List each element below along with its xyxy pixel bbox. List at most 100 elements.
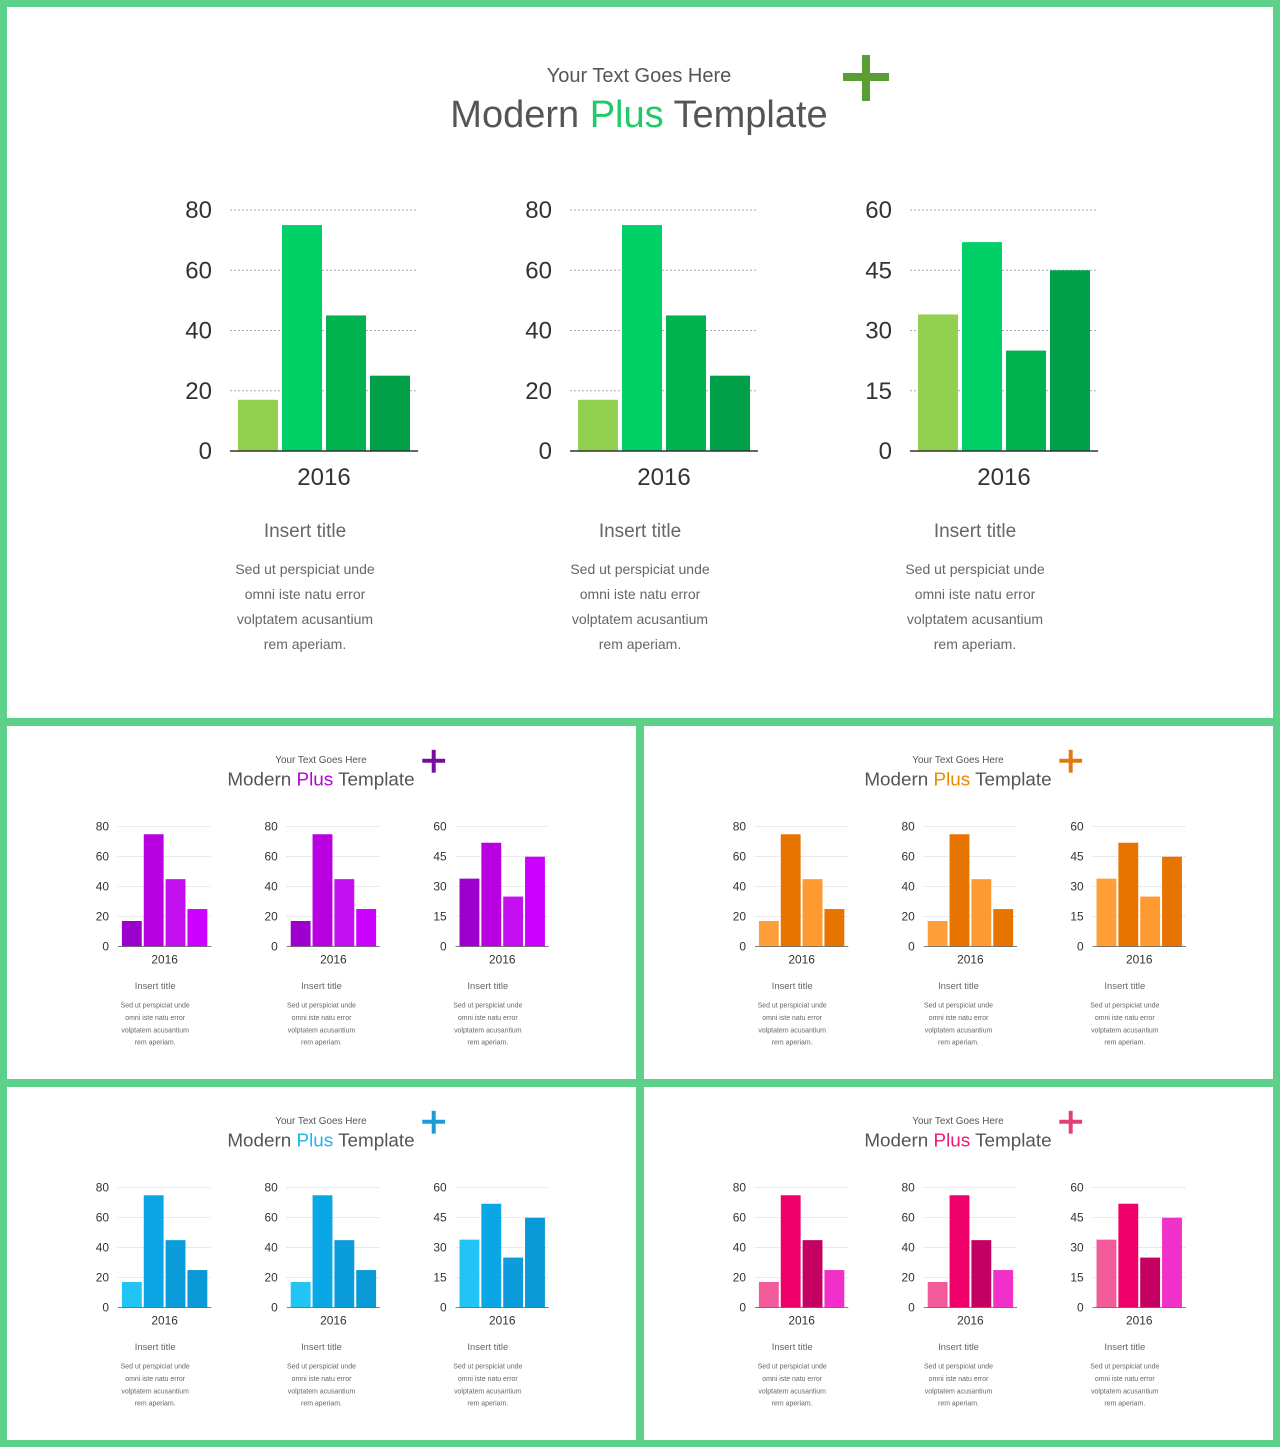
bar-series-4 [356,909,377,947]
y-tick-label: 40 [265,1241,279,1255]
panel-body-line: Sed ut perspiciat unde [905,561,1045,577]
slide-title: Modern Plus Template [227,1130,414,1151]
panel-body-line: omni iste natu error [245,586,366,602]
y-tick-label: 20 [265,1270,279,1284]
panel-body-line: Sed ut perspiciat unde [453,1003,522,1010]
x-category-label: 2016 [489,952,516,966]
panel-body-line: rem aperiam. [938,1401,979,1408]
x-category-label: 2016 [1126,952,1153,966]
panel-body-line: volptatem acusantium [121,1388,189,1395]
y-tick-label: 15 [1070,909,1084,923]
panel-body-line: Sed ut perspiciat unde [924,1364,993,1371]
panel-body-line: rem aperiam. [1104,1401,1145,1408]
y-tick-label: 0 [102,939,109,953]
panel-body-line: volptatem acusantium [454,1388,522,1395]
y-tick-label: 60 [96,850,110,864]
y-tick-label: 40 [96,880,110,894]
x-category-label: 2016 [957,1313,984,1327]
chart-3: 0 15 30 45 60 2016 [1070,1181,1186,1327]
y-tick-label: 0 [539,438,552,465]
panel-body-line: omni iste natu error [125,1015,185,1022]
y-tick-label: 80 [96,820,110,834]
bar-series-3 [1140,896,1161,947]
panel-heading: Insert title [934,521,1016,542]
y-tick-label: 0 [271,1300,278,1314]
y-tick-label: 60 [865,197,892,224]
title-accent: Plus [297,769,334,790]
panel-body-line: Sed ut perspiciat unde [453,1364,522,1371]
panel-body-line: Sed ut perspiciat unde [121,1364,190,1371]
bar-series-1 [1096,1239,1117,1308]
bar-series-4 [525,856,545,947]
y-tick-label: 60 [265,1211,279,1225]
y-tick-label: 20 [902,1270,916,1284]
x-category-label: 2016 [320,952,347,966]
bar-series-2 [481,1203,502,1308]
bar-series-1 [578,399,618,451]
panel-body-line: Sed ut perspiciat unde [758,1003,827,1010]
bar-series-2 [949,834,970,947]
bar-series-4 [187,909,208,947]
chart-1: 0 20 40 60 80 2016 [96,820,212,966]
bar-series-4 [710,375,750,451]
panel-body-line: rem aperiam. [599,636,681,652]
y-tick-label: 40 [902,880,916,894]
title-part-2: Template [970,769,1051,790]
x-category-label: 2016 [151,952,178,966]
title-accent: Plus [934,1130,971,1151]
panel-body-line: omni iste natu error [292,1015,352,1022]
y-tick-label: 60 [433,1181,447,1195]
chart-3: 0 15 30 45 60 2016 [865,197,1098,491]
y-tick-label: 60 [265,850,279,864]
bar-series-4 [993,909,1014,947]
y-tick-label: 0 [879,438,892,465]
panel-body-line: volptatem acusantium [454,1027,522,1034]
bar-series-1 [927,1282,948,1308]
y-tick-label: 60 [733,1211,747,1225]
panel-body-line: Sed ut perspiciat unde [121,1003,190,1010]
x-category-label: 2016 [297,464,350,491]
y-tick-label: 60 [185,257,212,284]
bar-series-4 [824,909,845,947]
y-tick-label: 45 [1070,1211,1084,1225]
slide-subtitle: Your Text Goes Here [275,1116,367,1127]
chart-2: 0 20 40 60 80 2016 [265,1181,381,1327]
panel-body-line: Sed ut perspiciat unde [570,561,710,577]
bar-series-1 [290,1282,311,1308]
y-tick-label: 60 [733,850,747,864]
bar-series-3 [165,1240,186,1308]
y-tick-label: 15 [865,378,892,405]
bar-series-1 [459,1239,480,1308]
bar-series-4 [370,375,410,451]
title-part-1: Modern [227,769,296,790]
bar-series-3 [1140,1257,1161,1308]
panel-body-line: volptatem acusantium [1091,1388,1159,1395]
bar-series-4 [187,1270,208,1308]
y-tick-label: 0 [1077,939,1084,953]
bar-series-1 [918,314,958,451]
chart-2: 0 20 40 60 80 2016 [525,197,758,491]
bar-series-1 [1096,878,1117,947]
chart-1: 0 20 40 60 80 2016 [96,1181,212,1327]
chart-1: 0 20 40 60 80 2016 [733,1181,849,1327]
panel-body-line: rem aperiam. [938,1040,979,1047]
slide-subtitle: Your Text Goes Here [547,65,732,87]
panel-heading: Insert title [467,1341,508,1352]
panel-heading: Insert title [772,980,813,991]
y-tick-label: 80 [265,1181,279,1195]
y-tick-label: 60 [902,1211,916,1225]
title-accent: Plus [590,94,664,136]
bar-series-1 [121,1282,142,1308]
y-tick-label: 30 [1070,1241,1084,1255]
y-tick-label: 30 [433,880,447,894]
bar-series-2 [143,834,164,947]
bar-series-3 [802,1240,823,1308]
bar-series-2 [1118,842,1139,947]
x-category-label: 2016 [320,1313,347,1327]
bar-series-3 [503,1257,524,1308]
panel-heading: Insert title [301,1341,342,1352]
x-category-label: 2016 [957,952,984,966]
chart-3: 0 15 30 45 60 2016 [433,820,549,966]
slide-title: Modern Plus Template [450,94,827,136]
slide-purple: Your Text Goes Here Modern Plus Template 0… [7,726,636,1079]
